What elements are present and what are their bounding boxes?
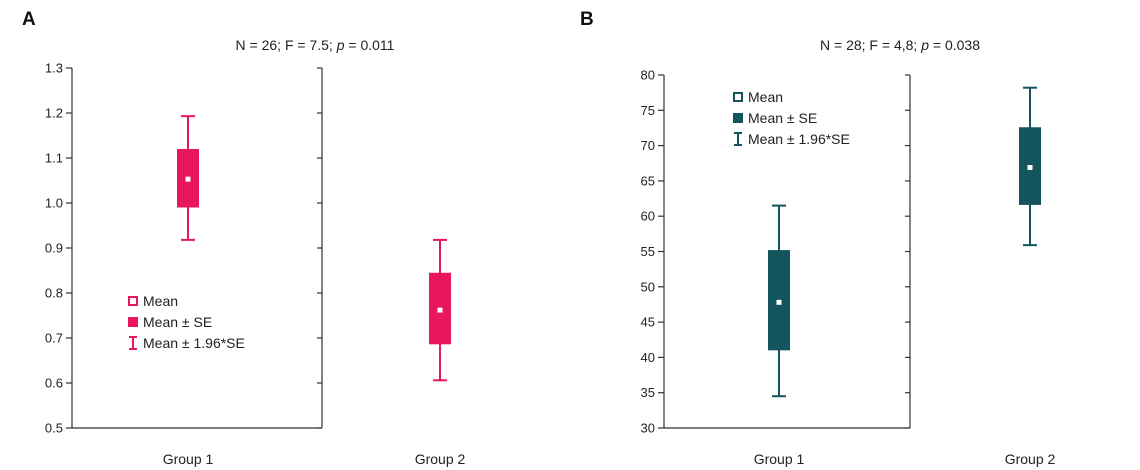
legend: Mean Mean ± SE Mean ± 1.96*SE [128, 293, 245, 351]
y-tick-label: 65 [641, 173, 655, 188]
panel-label: B [580, 9, 594, 30]
mean-marker [776, 299, 782, 305]
y-tick-label: 0.5 [45, 421, 63, 436]
y-tick-label: 0.9 [45, 241, 63, 256]
y-tick-label: 45 [641, 315, 655, 330]
box-group-1 [177, 115, 199, 241]
y-tick-label: 0.6 [45, 376, 63, 391]
legend-mean-label: Mean [748, 89, 783, 105]
y-tick-label: 30 [641, 421, 655, 436]
legend: Mean Mean ± SE Mean ± 1.96*SE [733, 89, 850, 147]
title-part: N = 28; F = 4,8; [820, 37, 921, 53]
y-tick-label: 75 [641, 103, 655, 118]
box-group-2 [1019, 86, 1041, 247]
y-tick-label: 1.2 [45, 106, 63, 121]
y-tick-label: 40 [641, 350, 655, 365]
legend-ci-label: Mean ± 1.96*SE [748, 131, 850, 147]
category-label: Group 2 [415, 451, 466, 467]
legend-se-label: Mean ± SE [748, 110, 817, 126]
category-label: Group 2 [1005, 451, 1056, 467]
y-tick-label: 0.7 [45, 331, 63, 346]
box-group-1 [768, 204, 790, 398]
title-part: = 0.038 [929, 37, 980, 53]
title-part: = 0.011 [345, 37, 395, 53]
title-part: N = 26; F = 7.5; [236, 37, 337, 53]
y-tick-label: 55 [641, 244, 655, 259]
legend-ci-label: Mean ± 1.96*SE [143, 335, 245, 351]
panel-label: A [22, 9, 36, 30]
mean-marker [1027, 164, 1033, 170]
y-tick-label: 1.1 [45, 151, 63, 166]
category-label: Group 1 [754, 451, 805, 467]
chart-title: N = 28; F = 4,8; p = 0.038 [820, 37, 980, 53]
y-tick-label: 50 [641, 279, 655, 294]
y-tick-label: 1.0 [45, 196, 63, 211]
legend-se-label: Mean ± SE [143, 314, 212, 330]
legend-mean-symbol [733, 92, 743, 102]
legend-se-symbol [733, 113, 743, 123]
panel-b: B N = 28; F = 4,8; p = 0.038 30 35 40 45 50 55 6… [580, 9, 1056, 467]
panel-a: A N = 26; F = 7.5; p = 0.011 0.5 0.6 0.7 0.8 0… [22, 9, 466, 467]
legend-mean-label: Mean [143, 293, 178, 309]
y-tick-label: 35 [641, 385, 655, 400]
y-tick-label: 60 [641, 209, 655, 224]
y-tick-label: 0.8 [45, 286, 63, 301]
y-tick-label: 1.3 [45, 61, 63, 76]
y-tick-label: 70 [641, 138, 655, 153]
legend-se-symbol [128, 317, 138, 327]
title-part: p [920, 37, 929, 53]
mean-marker [437, 307, 443, 313]
category-label: Group 1 [163, 451, 214, 467]
legend-mean-symbol [128, 296, 138, 306]
title-part: p [336, 37, 345, 53]
mean-marker [185, 176, 191, 182]
chart-title: N = 26; F = 7.5; p = 0.011 [236, 37, 395, 53]
y-tick-label: 80 [641, 68, 655, 83]
box-group-2 [429, 238, 451, 382]
